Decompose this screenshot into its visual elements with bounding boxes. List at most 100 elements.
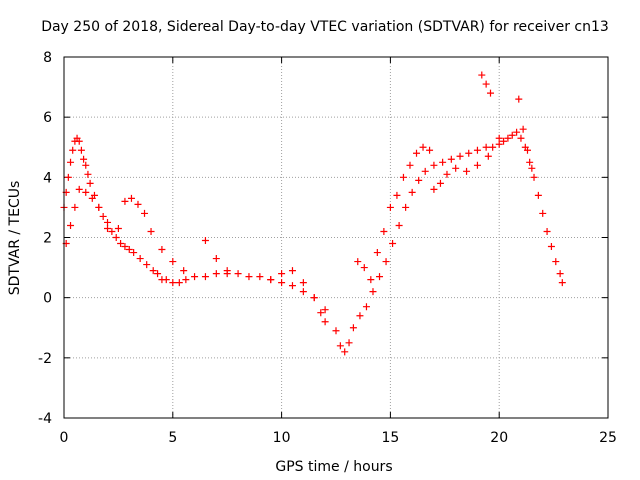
data-point [336, 342, 344, 350]
y-tick-label: 4 [43, 170, 52, 186]
data-point [408, 188, 416, 196]
data-point [212, 255, 220, 263]
data-point [393, 191, 401, 199]
data-point [530, 173, 538, 181]
data-point [75, 137, 83, 145]
data-point [517, 134, 525, 142]
x-tick-label: 10 [273, 430, 291, 446]
data-point [419, 143, 427, 151]
x-tick-label: 0 [60, 430, 69, 446]
data-point [88, 194, 96, 202]
data-point [67, 158, 75, 166]
data-point [67, 221, 75, 229]
data-point [362, 303, 370, 311]
data-point [141, 209, 149, 217]
data-point [389, 240, 397, 248]
y-tick-label: -4 [38, 411, 52, 427]
data-point [71, 203, 79, 211]
data-point [430, 185, 438, 193]
data-point [288, 267, 296, 275]
data-point [245, 273, 253, 281]
data-point [547, 243, 555, 251]
x-tick-label: 15 [381, 430, 399, 446]
data-point [180, 267, 188, 275]
data-point [332, 327, 340, 335]
data-point [426, 146, 434, 154]
data-point [223, 267, 231, 275]
y-tick-label: 0 [43, 291, 52, 307]
data-point [456, 152, 464, 160]
data-point [234, 270, 242, 278]
data-point [382, 258, 390, 266]
data-point [321, 306, 329, 314]
data-point [104, 218, 112, 226]
data-point [356, 312, 364, 320]
data-point [436, 179, 444, 187]
data-point [484, 152, 492, 160]
data-point [267, 276, 275, 284]
data-point [114, 224, 122, 232]
data-point [360, 264, 368, 272]
data-point [345, 339, 353, 347]
data-point [149, 267, 157, 275]
data-point [415, 176, 423, 184]
data-point [528, 164, 536, 172]
data-point [369, 288, 377, 296]
data-point [64, 173, 72, 181]
y-tick-label: 8 [43, 50, 52, 66]
data-point [543, 227, 551, 235]
data-point [486, 89, 494, 97]
data-point [182, 276, 190, 284]
data-point [278, 279, 286, 287]
data-point [519, 125, 527, 133]
data-point [508, 131, 516, 139]
data-point [552, 258, 560, 266]
data-point [201, 273, 209, 281]
y-axis-label: SDTVAR / TECUs [7, 181, 23, 296]
data-point [82, 188, 90, 196]
data-point [278, 270, 286, 278]
data-point [500, 137, 508, 145]
data-point [86, 179, 94, 187]
data-point [256, 273, 264, 281]
data-point [317, 309, 325, 317]
data-point [473, 146, 481, 154]
data-point [201, 237, 209, 245]
data-point [104, 224, 112, 232]
data-point [482, 143, 490, 151]
data-point [112, 234, 120, 241]
data-point [310, 294, 318, 302]
data-point [465, 149, 473, 157]
data-point [526, 158, 534, 166]
data-point [175, 279, 183, 287]
x-tick-label: 5 [168, 430, 177, 446]
data-point [495, 140, 503, 148]
data-point [288, 282, 296, 290]
axis-ticks: 0 5 10 15 20 25 -4 -2 0 2 4 6 8 [38, 50, 617, 446]
y-tick-label: 6 [43, 110, 52, 126]
data-point [473, 161, 481, 169]
data-point [482, 80, 490, 88]
data-point [349, 324, 357, 332]
data-point [373, 249, 381, 257]
data-point [84, 170, 92, 178]
data-point [117, 240, 125, 248]
data-point [395, 221, 403, 229]
grid [64, 57, 608, 418]
data-point [523, 146, 531, 154]
data-point [478, 71, 486, 79]
data-point [162, 276, 170, 284]
data-point [341, 348, 349, 356]
y-tick-label: 2 [43, 231, 52, 247]
data-point [534, 191, 542, 199]
data-point [169, 258, 177, 266]
data-point [147, 227, 155, 235]
data-point [463, 167, 471, 175]
data-point [121, 197, 129, 205]
data-point [367, 276, 375, 284]
data-point [154, 270, 162, 278]
data-point [82, 161, 90, 169]
data-points [60, 71, 566, 356]
x-axis-label: GPS time / hours [275, 459, 392, 475]
